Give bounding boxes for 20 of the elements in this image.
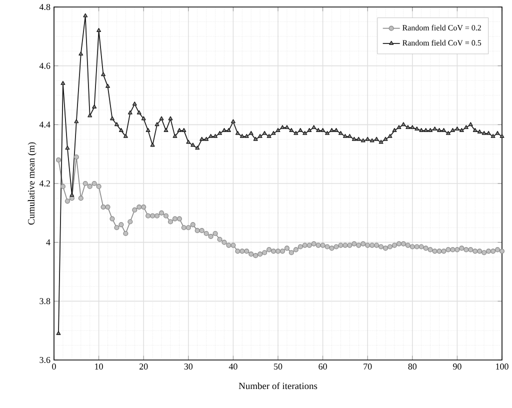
x-tick-label: 30 xyxy=(184,364,193,370)
y-tick-label: 4.8 xyxy=(39,4,50,10)
x-tick-label: 70 xyxy=(364,364,372,370)
y-tick-label: 3.6 xyxy=(40,356,50,364)
y-tick-label: 4.2 xyxy=(39,180,50,187)
x-tick-label: 100 xyxy=(496,364,508,370)
y-tick-label: 3.8 xyxy=(40,298,50,304)
x-tick-label: 40 xyxy=(228,364,238,370)
y-axis-title: Cumulative mean (m) xyxy=(28,142,36,225)
y-tick-label: 4.4 xyxy=(39,122,50,128)
x-tick-label: 50 xyxy=(274,364,282,370)
x-tick-label: 10 xyxy=(95,364,103,370)
x-tick-label: 0 xyxy=(52,364,56,370)
x-tick-label: 90 xyxy=(453,364,462,370)
y-tick-label: 4.6 xyxy=(39,62,50,69)
x-tick-label: 80 xyxy=(408,364,417,370)
x-tick-label: 60 xyxy=(318,364,327,370)
y-tick-label: 4 xyxy=(46,239,50,246)
x-tick-label: 20 xyxy=(140,364,148,370)
x-axis-title: Number of iterations xyxy=(238,382,318,390)
